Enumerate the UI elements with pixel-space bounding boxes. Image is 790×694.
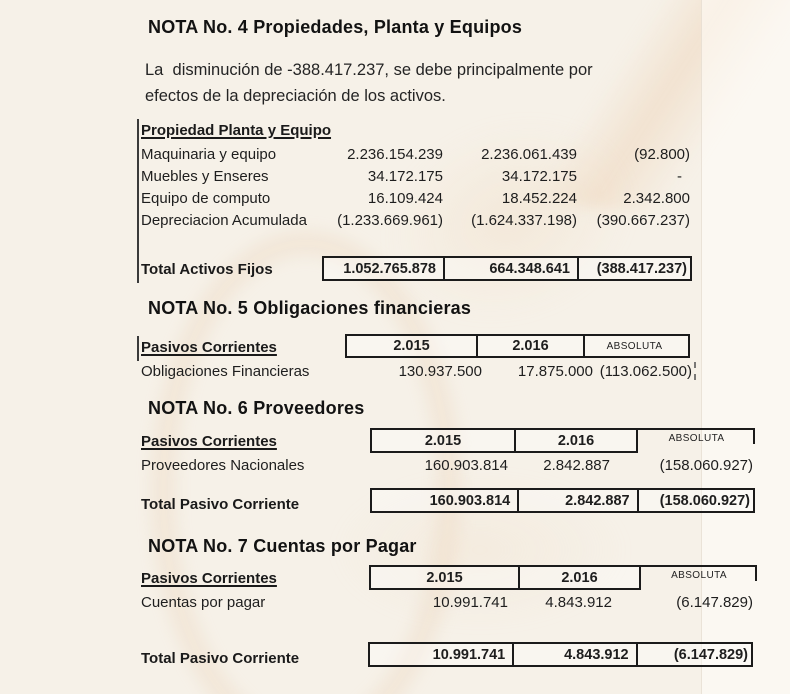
note5-section-label: Pasivos Corrientes	[141, 339, 277, 356]
total-2015: 1.052.765.878	[343, 260, 436, 277]
value-2015: (1.233.669.961)	[337, 212, 443, 229]
note7-title: NOTA No. 7 Cuentas por Pagar	[148, 536, 417, 556]
value-2015: 34.172.175	[367, 168, 443, 185]
total-absoluta: (6.147.829)	[635, 644, 751, 665]
note5-header-box: 2.015 2.016 ABSOLUTA	[345, 334, 690, 358]
value-absoluta: (113.062.500)	[599, 363, 692, 380]
col-header-absoluta: ABSOLUTA	[641, 565, 757, 590]
table-row: Cuentas por pagar 10.991.741 4.843.912 (…	[141, 592, 753, 613]
value-2015: 2.236.154.239	[347, 146, 443, 163]
col-header-absoluta: ABSOLUTA	[638, 428, 755, 453]
table-row: Obligaciones Financieras 130.937.500 17.…	[141, 361, 692, 382]
value-absoluta: 2.342.800	[623, 190, 690, 207]
col-header-absoluta: ABSOLUTA	[583, 336, 684, 356]
scan-artifact	[694, 362, 696, 380]
note6-total-label: Total Pasivo Corriente	[141, 496, 300, 513]
value-2016: 2.842.887	[543, 457, 610, 474]
row-label: Equipo de computo	[141, 190, 271, 207]
col-header-2016: 2.016	[518, 567, 639, 588]
value-absoluta: (390.667.237)	[596, 212, 690, 229]
table-left-rule	[137, 119, 139, 283]
row-label: Muebles y Enseres	[141, 168, 269, 185]
value-2016: (1.624.337.198)	[471, 212, 577, 229]
total-absoluta: (388.417.237)	[577, 258, 690, 279]
value-2016: 18.452.224	[501, 190, 577, 207]
value-2015: 160.903.814	[424, 457, 508, 474]
note4-paragraph-line1: La disminución de -388.417.237, se debe …	[145, 61, 593, 79]
total-absoluta: (158.060.927)	[636, 490, 753, 511]
table-row: Depreciacion Acumulada (1.233.669.961) (…	[141, 210, 690, 231]
note5-title: NOTA No. 5 Obligaciones financieras	[148, 298, 472, 318]
note7-section-label: Pasivos Corrientes	[141, 570, 277, 587]
col-header-2015: 2.015	[426, 569, 463, 586]
table-row: Muebles y Enseres 34.172.175 34.172.175 …	[141, 166, 690, 187]
row-label: Maquinaria y equipo	[141, 146, 277, 163]
value-2016: 17.875.000	[517, 363, 593, 380]
total-2015: 10.991.741	[432, 646, 506, 663]
note6-header-box: 2.015 2.016 ABSOLUTA	[370, 428, 755, 453]
col-header-2016: 2.016	[514, 430, 636, 451]
note7-header-box: 2.015 2.016 ABSOLUTA	[369, 565, 757, 590]
note6-section-label: Pasivos Corrientes	[141, 433, 277, 450]
row-label: Depreciacion Acumulada	[141, 212, 307, 229]
value-absoluta: (158.060.927)	[659, 457, 753, 474]
table-row: Maquinaria y equipo 2.236.154.239 2.236.…	[141, 144, 690, 165]
value-absoluta: (6.147.829)	[676, 594, 753, 611]
table-row: Equipo de computo 16.109.424 18.452.224 …	[141, 188, 690, 209]
total-2016: 664.348.641	[443, 258, 577, 279]
value-2015: 130.937.500	[398, 363, 482, 380]
note4-total-label: Total Activos Fijos	[141, 261, 273, 278]
value-2015: 10.991.741	[432, 594, 508, 611]
value-2015: 16.109.424	[367, 190, 443, 207]
note4-title: NOTA No. 4 Propiedades, Planta y Equipos	[148, 17, 523, 37]
note7-total-box: 10.991.741 4.843.912 (6.147.829)	[368, 642, 753, 667]
note6-title: NOTA No. 6 Proveedores	[148, 398, 365, 418]
row-label: Obligaciones Financieras	[141, 363, 310, 380]
total-2016: 2.842.887	[517, 490, 636, 511]
value-2016: 4.843.912	[545, 594, 612, 611]
value-2016: 2.236.061.439	[481, 146, 577, 163]
section-left-rule	[137, 336, 139, 361]
note6-total-box: 160.903.814 2.842.887 (158.060.927)	[370, 488, 755, 513]
total-2016: 4.843.912	[512, 644, 635, 665]
table-row: Proveedores Nacionales 160.903.814 2.842…	[141, 455, 753, 476]
note4-total-box: 1.052.765.878 664.348.641 (388.417.237)	[322, 256, 692, 281]
row-label: Cuentas por pagar	[141, 594, 266, 611]
col-header-2015: 2.015	[393, 338, 430, 354]
note4-paragraph-line2: efectos de la depreciación de los activo…	[145, 87, 446, 105]
value-absoluta: (92.800)	[634, 146, 690, 163]
note7-total-label: Total Pasivo Corriente	[141, 650, 300, 667]
value-2016: 34.172.175	[501, 168, 577, 185]
total-2015: 160.903.814	[429, 492, 511, 509]
col-header-2016: 2.016	[476, 336, 583, 356]
col-header-2015: 2.015	[424, 432, 462, 449]
note4-table-header: Propiedad Planta y Equipo	[141, 122, 332, 139]
row-label: Proveedores Nacionales	[141, 457, 305, 474]
value-absoluta: -	[677, 168, 682, 185]
